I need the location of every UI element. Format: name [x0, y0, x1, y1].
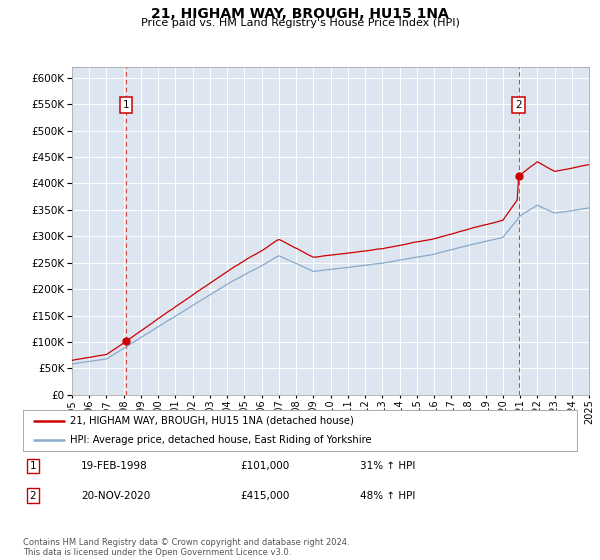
Text: £415,000: £415,000 — [240, 491, 289, 501]
Text: HPI: Average price, detached house, East Riding of Yorkshire: HPI: Average price, detached house, East… — [70, 435, 371, 445]
Text: 1: 1 — [29, 461, 37, 471]
Text: 48% ↑ HPI: 48% ↑ HPI — [360, 491, 415, 501]
Text: 1: 1 — [122, 100, 129, 110]
Text: 19-FEB-1998: 19-FEB-1998 — [81, 461, 148, 471]
Text: Contains HM Land Registry data © Crown copyright and database right 2024.
This d: Contains HM Land Registry data © Crown c… — [23, 538, 349, 557]
Text: 2: 2 — [29, 491, 37, 501]
Text: 2: 2 — [515, 100, 522, 110]
Text: £101,000: £101,000 — [240, 461, 289, 471]
Text: 31% ↑ HPI: 31% ↑ HPI — [360, 461, 415, 471]
Text: 21, HIGHAM WAY, BROUGH, HU15 1NA (detached house): 21, HIGHAM WAY, BROUGH, HU15 1NA (detach… — [70, 416, 354, 426]
Text: 21, HIGHAM WAY, BROUGH, HU15 1NA: 21, HIGHAM WAY, BROUGH, HU15 1NA — [151, 7, 449, 21]
Text: Price paid vs. HM Land Registry's House Price Index (HPI): Price paid vs. HM Land Registry's House … — [140, 18, 460, 29]
Text: 20-NOV-2020: 20-NOV-2020 — [81, 491, 150, 501]
